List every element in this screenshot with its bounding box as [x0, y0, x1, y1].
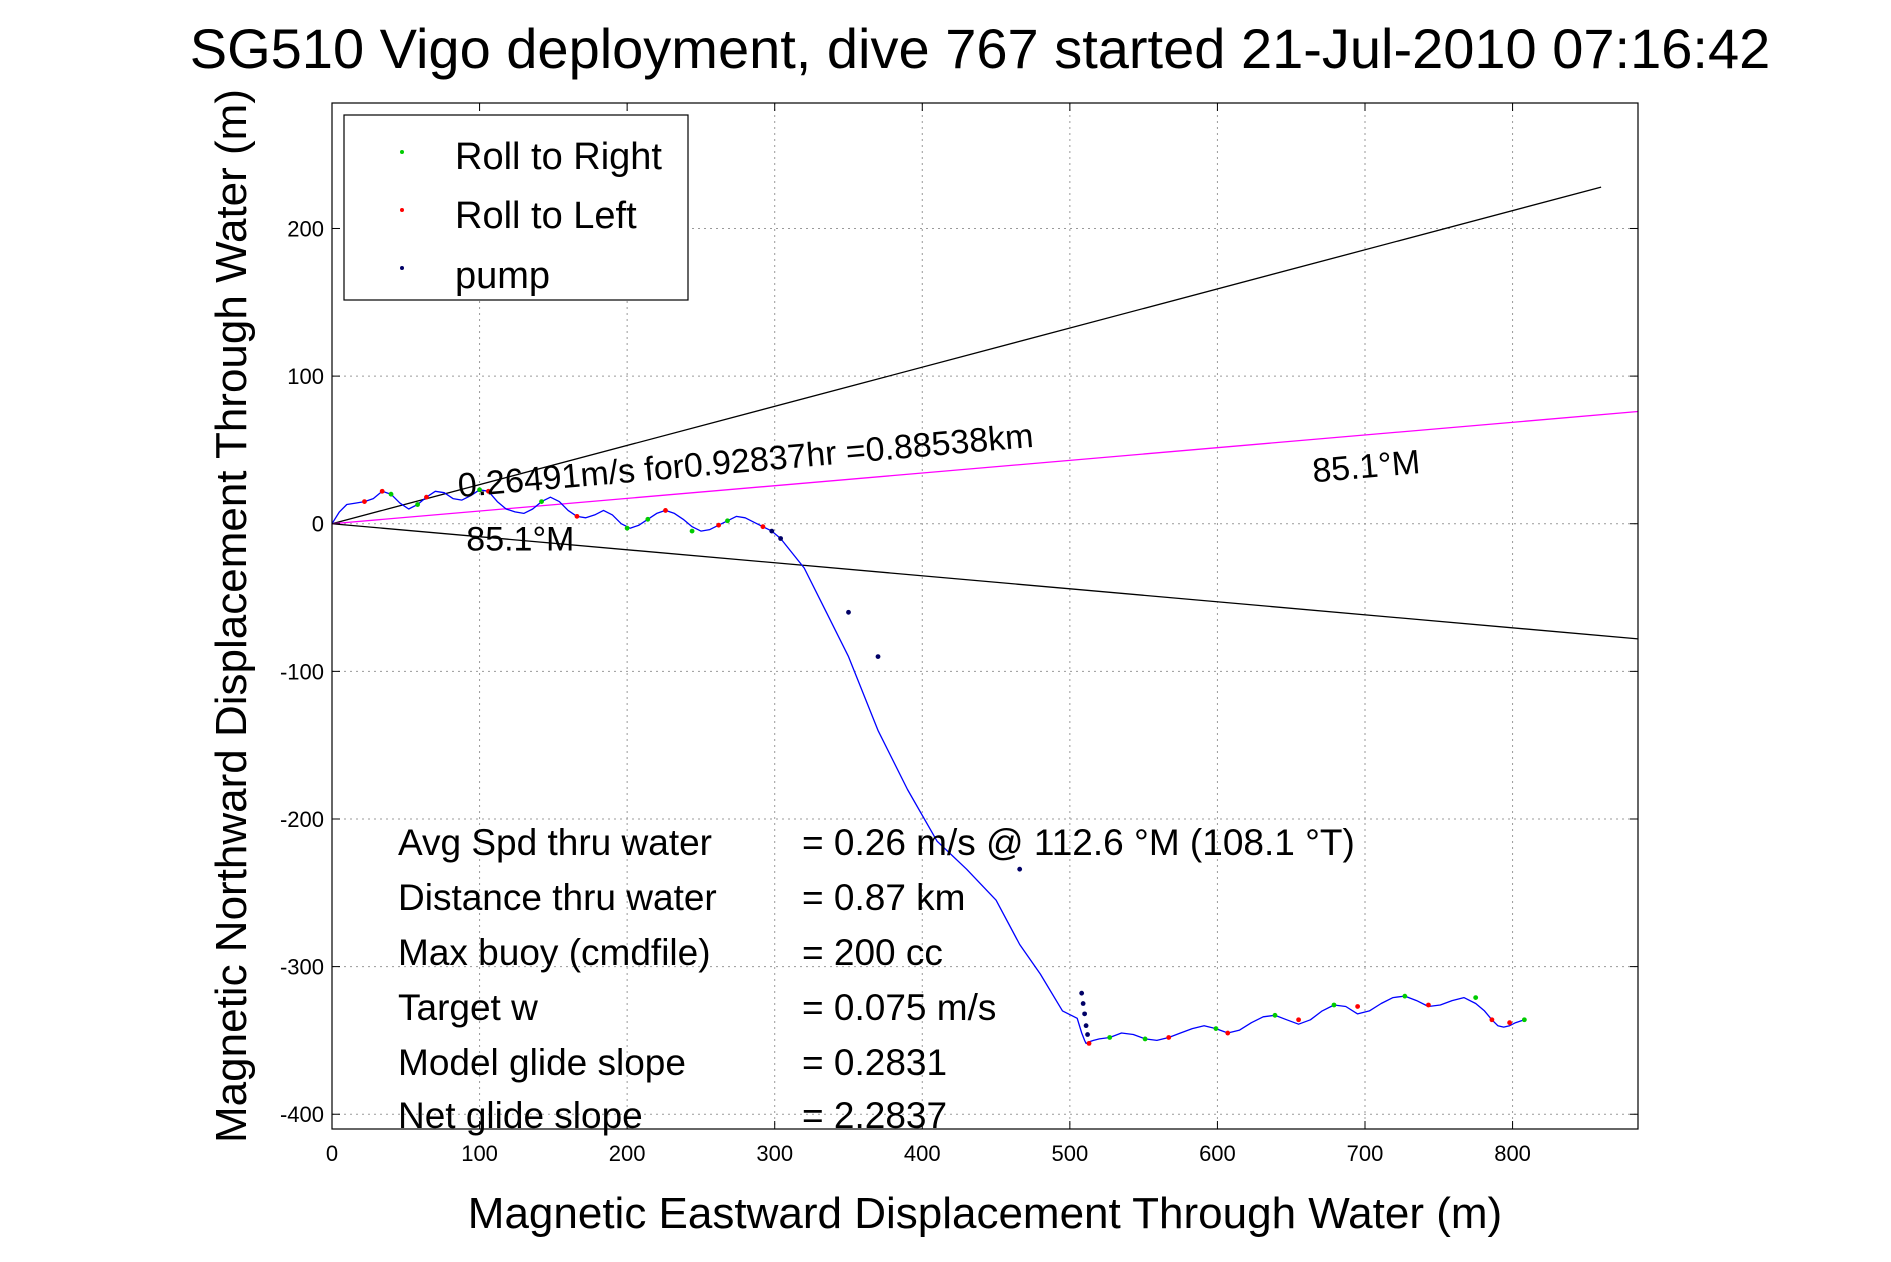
legend: Roll to Right Roll to Left pump	[343, 114, 689, 301]
marker-series	[362, 487, 1527, 1046]
roll-right-marker	[1107, 1035, 1113, 1040]
chart-title: SG510 Vigo deployment, dive 767 started …	[190, 17, 1771, 80]
stat-label-max-buoy: Max buoy (cmdfile)	[398, 932, 711, 973]
stat-value-distance: = 0.87 km	[802, 877, 966, 918]
y-tick-label: -200	[280, 807, 324, 832]
roll-right-marker	[1213, 1026, 1219, 1032]
roll-left-marker	[1166, 1035, 1172, 1040]
pump-marker	[1080, 1001, 1086, 1006]
roll-left-marker	[663, 508, 668, 513]
x-ticks: 0 100 200 300 400 500 600 700 800	[326, 103, 1531, 1166]
roll-right-marker	[645, 516, 651, 522]
stat-label-target-w: Target w	[398, 987, 538, 1028]
y-tick-label: 200	[287, 216, 324, 241]
pump-marker	[875, 654, 881, 659]
legend-swatch-roll-right	[400, 150, 404, 154]
roll-right-marker	[624, 525, 630, 531]
legend-swatch-pump	[400, 266, 404, 270]
roll-left-marker	[379, 488, 385, 494]
legend-swatch-roll-left	[400, 208, 404, 212]
roll-right-marker	[388, 491, 394, 497]
roll-left-marker	[1355, 1004, 1361, 1009]
y-tick-label: 0	[312, 512, 324, 537]
stat-label-net-glide: Net glide slope	[398, 1095, 643, 1136]
x-tick-label: 600	[1199, 1141, 1236, 1166]
reference-line-heading	[331, 410, 1639, 525]
heading-annotation-right: 85.1°M	[1311, 443, 1422, 490]
roll-left-marker	[1225, 1030, 1231, 1036]
roll-right-marker	[1272, 1012, 1278, 1018]
x-tick-label: 800	[1494, 1141, 1531, 1166]
pump-marker	[1082, 1011, 1088, 1017]
y-tick-label: 100	[287, 364, 324, 389]
plot-frame	[331, 102, 1639, 1130]
x-tick-label: 300	[756, 1141, 793, 1166]
stat-value-target-w: = 0.075 m/s	[802, 987, 996, 1028]
y-ticks: -400 -300 -200 -100 0 100 200	[280, 216, 1638, 1127]
stat-label-avg-speed: Avg Spd thru water	[398, 822, 712, 863]
x-tick-label: 100	[461, 1141, 498, 1166]
stat-label-distance: Distance thru water	[398, 877, 717, 918]
stat-value-max-buoy: = 200 cc	[802, 932, 943, 973]
legend-label-roll-left: Roll to Left	[455, 195, 637, 237]
roll-left-marker	[1086, 1040, 1092, 1046]
heading-annotation-left: 85.1°M	[466, 520, 574, 558]
pump-marker	[846, 609, 851, 615]
pump-marker	[1085, 1032, 1090, 1037]
stats-block: Avg Spd thru water = 0.26 m/s @ 112.6 °M…	[398, 822, 1355, 1136]
roll-right-marker	[1331, 1002, 1337, 1008]
y-axis-label: Magnetic Northward Displacement Through …	[207, 89, 256, 1143]
roll-left-marker	[574, 513, 580, 519]
reference-lines	[331, 186, 1639, 640]
roll-left-marker	[760, 524, 766, 530]
stat-value-avg-speed: = 0.26 m/s @ 112.6 °M (108.1 °T)	[802, 822, 1355, 863]
roll-right-marker	[1521, 1017, 1527, 1023]
roll-left-marker	[1507, 1020, 1513, 1026]
x-tick-label: 200	[609, 1141, 646, 1166]
roll-right-marker	[1142, 1036, 1148, 1042]
x-tick-label: 400	[904, 1141, 941, 1166]
roll-left-marker	[1489, 1017, 1495, 1023]
x-tick-label: 0	[326, 1141, 338, 1166]
roll-left-marker	[1296, 1017, 1301, 1023]
roll-right-marker	[539, 499, 544, 504]
pump-marker	[1079, 990, 1085, 996]
roll-right-marker	[689, 528, 695, 534]
stat-label-model-glide: Model glide slope	[398, 1042, 686, 1083]
roll-left-marker	[424, 494, 429, 500]
legend-label-roll-right: Roll to Right	[455, 136, 662, 178]
pump-marker	[769, 528, 775, 534]
stat-value-model-glide: = 0.2831	[802, 1042, 947, 1083]
roll-right-marker	[1473, 995, 1479, 1001]
roll-right-marker	[1402, 993, 1408, 999]
y-tick-label: -100	[280, 659, 324, 684]
y-tick-label: -300	[280, 955, 324, 980]
roll-right-marker	[725, 518, 730, 524]
roll-right-marker	[477, 487, 482, 493]
roll-left-marker	[1426, 1002, 1431, 1008]
legend-label-pump: pump	[455, 255, 550, 297]
roll-right-marker	[415, 502, 420, 507]
x-tick-label: 700	[1347, 1141, 1384, 1166]
pump-marker	[1017, 866, 1023, 872]
stat-value-net-glide: = 2.2837	[802, 1095, 947, 1136]
pump-marker	[778, 536, 784, 541]
roll-left-marker	[716, 522, 722, 528]
roll-left-marker	[486, 488, 491, 494]
reference-line-upper-bound	[331, 186, 1602, 525]
x-axis-label: Magnetic Eastward Displacement Through W…	[468, 1189, 1502, 1238]
y-tick-label: -400	[280, 1102, 324, 1127]
x-tick-label: 500	[1051, 1141, 1088, 1166]
roll-left-marker	[362, 499, 367, 504]
reference-line-lower-bound	[331, 523, 1639, 640]
pump-marker	[1083, 1023, 1089, 1029]
